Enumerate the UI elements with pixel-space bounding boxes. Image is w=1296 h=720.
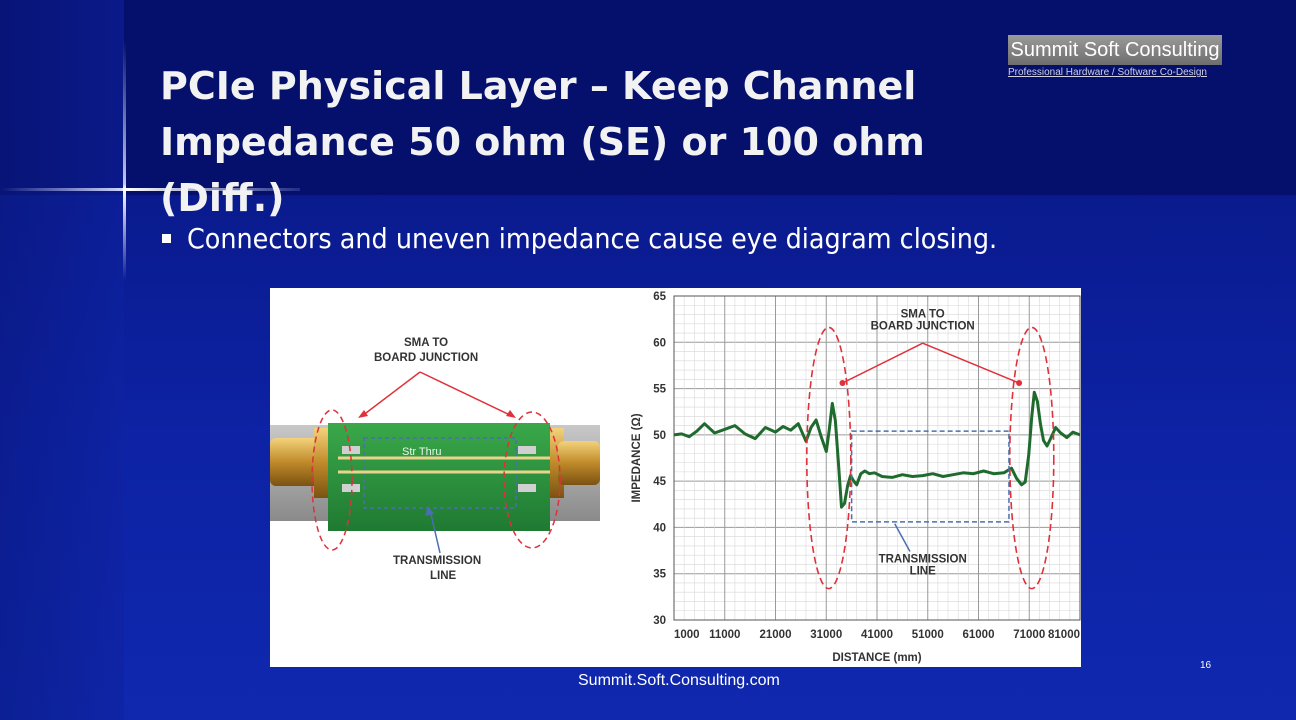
pad — [342, 446, 360, 454]
page-number: 16 — [1200, 660, 1212, 671]
chart-annotations: SMA TO BOARD JUNCTION TRANSMISSION LINE — [805, 308, 1055, 590]
impedance-trace — [673, 390, 1081, 509]
right-junction-ellipse — [503, 411, 561, 549]
bullet-item: Connectors and uneven impedance cause ey… — [162, 218, 1077, 258]
pcb-board — [328, 423, 550, 531]
y-tick-label: 30 — [653, 615, 666, 627]
x-tick-label: 11000 — [709, 629, 740, 641]
pad — [342, 484, 360, 492]
chart-callout-bottom-line2: LINE — [910, 566, 937, 578]
x-tick-labels: 1000 11000 21000 31000 41000 51000 61000 71000 8… — [674, 629, 1080, 641]
y-axis-label: IMPEDANCE (Ω) — [631, 413, 643, 502]
chart-callout-bottom-line1: TRANSMISSION — [879, 554, 967, 566]
x-tick-label: 1000 — [674, 629, 700, 641]
plot-frame — [673, 295, 1081, 621]
y-tick-label: 35 — [653, 569, 666, 581]
title-line-2: Impedance 50 ohm (SE) or 100 ohm (Diff.) — [160, 120, 925, 220]
photo-callout-arrowhead-line — [425, 506, 434, 516]
x-axis-label: DISTANCE (mm) — [832, 652, 921, 664]
chart-callout-top-line2: BOARD JUNCTION — [871, 320, 975, 332]
chart-callout-arrow-right — [922, 342, 1020, 384]
y-tick-label: 65 — [653, 291, 666, 303]
photo-callout-top-line2: BOARD JUNCTION — [374, 352, 478, 364]
logo-name: Summit Soft Consulting — [1010, 39, 1220, 61]
y-tick-label: 45 — [653, 476, 666, 488]
sparkle-horizontal-decor — [0, 188, 300, 191]
pad — [518, 446, 536, 454]
y-tick-labels: 30 35 40 45 50 55 60 65 — [653, 291, 666, 627]
y-tick-label: 50 — [653, 430, 666, 442]
x-tick-label: 21000 — [760, 629, 792, 641]
x-tick-label: 81000 — [1048, 629, 1080, 641]
chart-grid — [673, 295, 1081, 621]
left-junction-ellipse — [311, 409, 353, 551]
square-bullet-icon — [162, 233, 171, 243]
company-logo: Summit Soft Consulting — [1008, 35, 1222, 65]
transmission-line-box — [850, 430, 1010, 523]
logo-tagline: Professional Hardware / Software Co-Desi… — [1008, 67, 1207, 78]
board-photo-svg: Str Thru SMA TO BOARD JUNCTION TRANSMISS… — [270, 337, 600, 582]
impedance-chart-svg: 30 35 40 45 50 55 60 65 1000 11000 21000 31000 4100… — [631, 291, 1081, 664]
y-tick-label: 40 — [653, 522, 666, 534]
left-decor-strip — [0, 0, 124, 720]
photo-callout-bottom-line1: TRANSMISSION — [393, 555, 481, 567]
x-tick-label: 31000 — [810, 629, 842, 641]
board-photo: Str Thru SMA TO BOARD JUNCTION TRANSMISS… — [270, 288, 625, 667]
board-label: Str Thru — [402, 446, 442, 458]
chart-callout-arrowhead-left — [839, 380, 846, 387]
chart-callout-arrow-line — [894, 523, 911, 552]
title-band — [0, 0, 1296, 195]
footer-url: Summit.Soft.Consulting.com — [578, 672, 780, 689]
y-tick-label: 60 — [653, 337, 666, 349]
chart-callout-top-line1: SMA TO — [901, 308, 945, 320]
x-tick-label: 41000 — [861, 629, 893, 641]
slide-title: PCIe Physical Layer – Keep Channel Imped… — [160, 58, 1010, 226]
photo-callout-arrowhead-right — [506, 410, 516, 418]
chart-callout-arrow-left — [842, 342, 924, 384]
bullet-text: Connectors and uneven impedance cause ey… — [187, 221, 998, 255]
photo-callout-arrow-left — [361, 371, 421, 417]
x-tick-label: 51000 — [912, 629, 944, 641]
impedance-chart: 30 35 40 45 50 55 60 65 1000 11000 21000 31000 4100… — [625, 288, 1081, 667]
x-tick-label: 71000 — [1013, 629, 1045, 641]
series-group — [673, 390, 1081, 509]
photo-callout-arrow-right — [419, 371, 513, 417]
x-tick-label: 61000 — [963, 629, 995, 641]
right-junction-ellipse — [1008, 326, 1055, 590]
y-tick-label: 55 — [653, 384, 666, 396]
impedance-figure: Str Thru SMA TO BOARD JUNCTION TRANSMISS… — [270, 288, 1081, 667]
photo-callout-arrowhead-left — [358, 410, 368, 418]
sparkle-vertical-decor — [123, 40, 126, 280]
title-line-1: PCIe Physical Layer – Keep Channel — [160, 64, 917, 108]
right-sma-connector — [558, 441, 600, 485]
pad — [518, 484, 536, 492]
chart-callout-arrowhead-right — [1016, 380, 1023, 387]
left-junction-ellipse — [805, 326, 852, 590]
photo-callout-top-line1: SMA TO — [404, 337, 448, 349]
photo-callout-bottom-line2: LINE — [430, 570, 457, 582]
photo-callout-arrow-line — [429, 509, 441, 554]
